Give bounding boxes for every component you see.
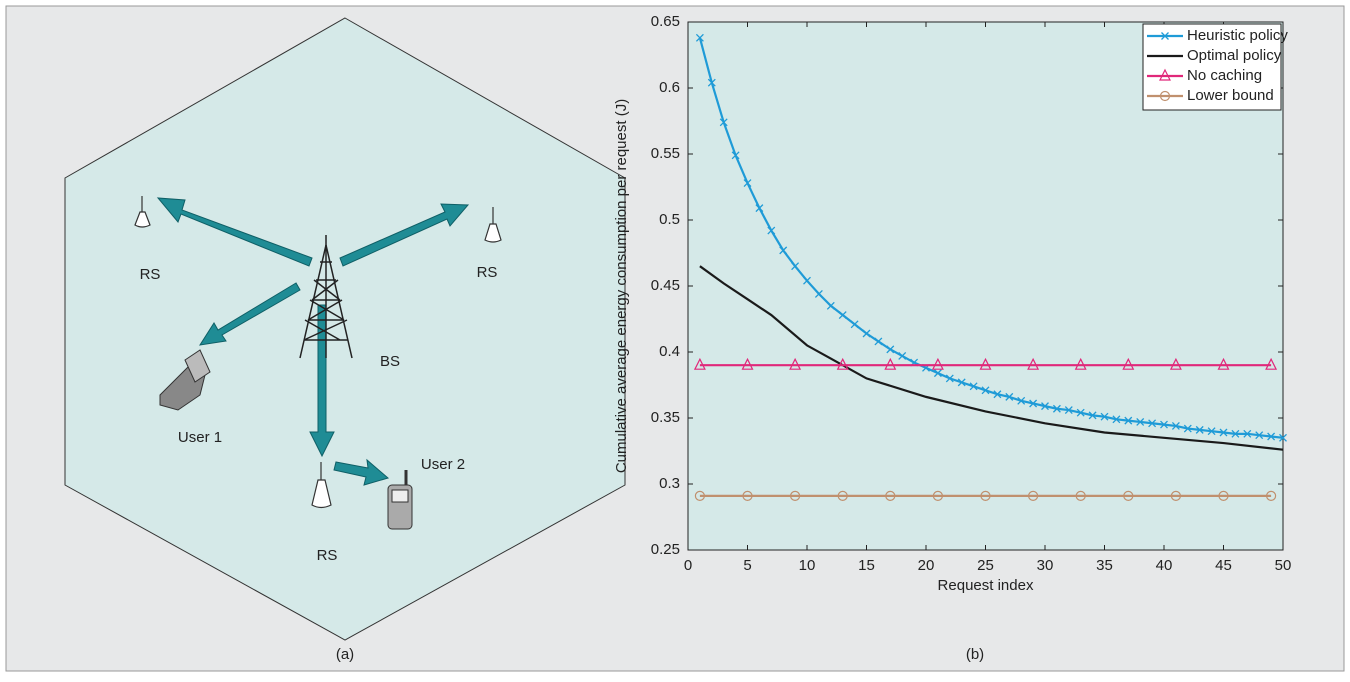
node-label: User 1 bbox=[178, 429, 222, 446]
y-tick-label: 0.6 bbox=[659, 79, 680, 96]
node-label: RS bbox=[317, 547, 338, 564]
x-tick-label: 40 bbox=[1156, 557, 1173, 574]
y-tick-label: 0.5 bbox=[659, 211, 680, 228]
legend-label: Lower bound bbox=[1187, 87, 1274, 104]
legend-label: No caching bbox=[1187, 67, 1262, 84]
y-tick-label: 0.55 bbox=[651, 145, 680, 162]
caption: (b) bbox=[966, 646, 984, 663]
x-tick-label: 50 bbox=[1275, 557, 1292, 574]
y-tick-label: 0.45 bbox=[651, 277, 680, 294]
legend-label: Optimal policy bbox=[1187, 47, 1282, 64]
x-axis-label: Request index bbox=[938, 577, 1034, 594]
x-tick-label: 30 bbox=[1037, 557, 1054, 574]
y-tick-label: 0.65 bbox=[651, 13, 680, 30]
y-axis-label: Cumulative average energy consumption pe… bbox=[613, 99, 630, 473]
figure: RS RS RS BS User 1 User 2 (a) (b) 0.25 0.… bbox=[0, 0, 1350, 677]
node-label: User 2 bbox=[421, 456, 465, 473]
x-tick-label: 20 bbox=[918, 557, 935, 574]
x-tick-label: 25 bbox=[977, 557, 994, 574]
x-tick-label: 5 bbox=[743, 557, 751, 574]
node-label: RS bbox=[477, 264, 498, 281]
caption: (a) bbox=[336, 646, 354, 663]
y-tick-label: 0.3 bbox=[659, 475, 680, 492]
x-tick-label: 0 bbox=[684, 557, 692, 574]
legend-label: Heuristic policy bbox=[1187, 27, 1288, 44]
node-label: BS bbox=[380, 353, 400, 370]
x-tick-label: 10 bbox=[799, 557, 816, 574]
node-label: RS bbox=[140, 266, 161, 283]
y-tick-label: 0.35 bbox=[651, 409, 680, 426]
y-tick-label: 0.25 bbox=[651, 541, 680, 558]
x-tick-label: 15 bbox=[858, 557, 875, 574]
y-tick-label: 0.4 bbox=[659, 343, 680, 360]
x-tick-label: 35 bbox=[1096, 557, 1113, 574]
x-tick-label: 45 bbox=[1215, 557, 1232, 574]
